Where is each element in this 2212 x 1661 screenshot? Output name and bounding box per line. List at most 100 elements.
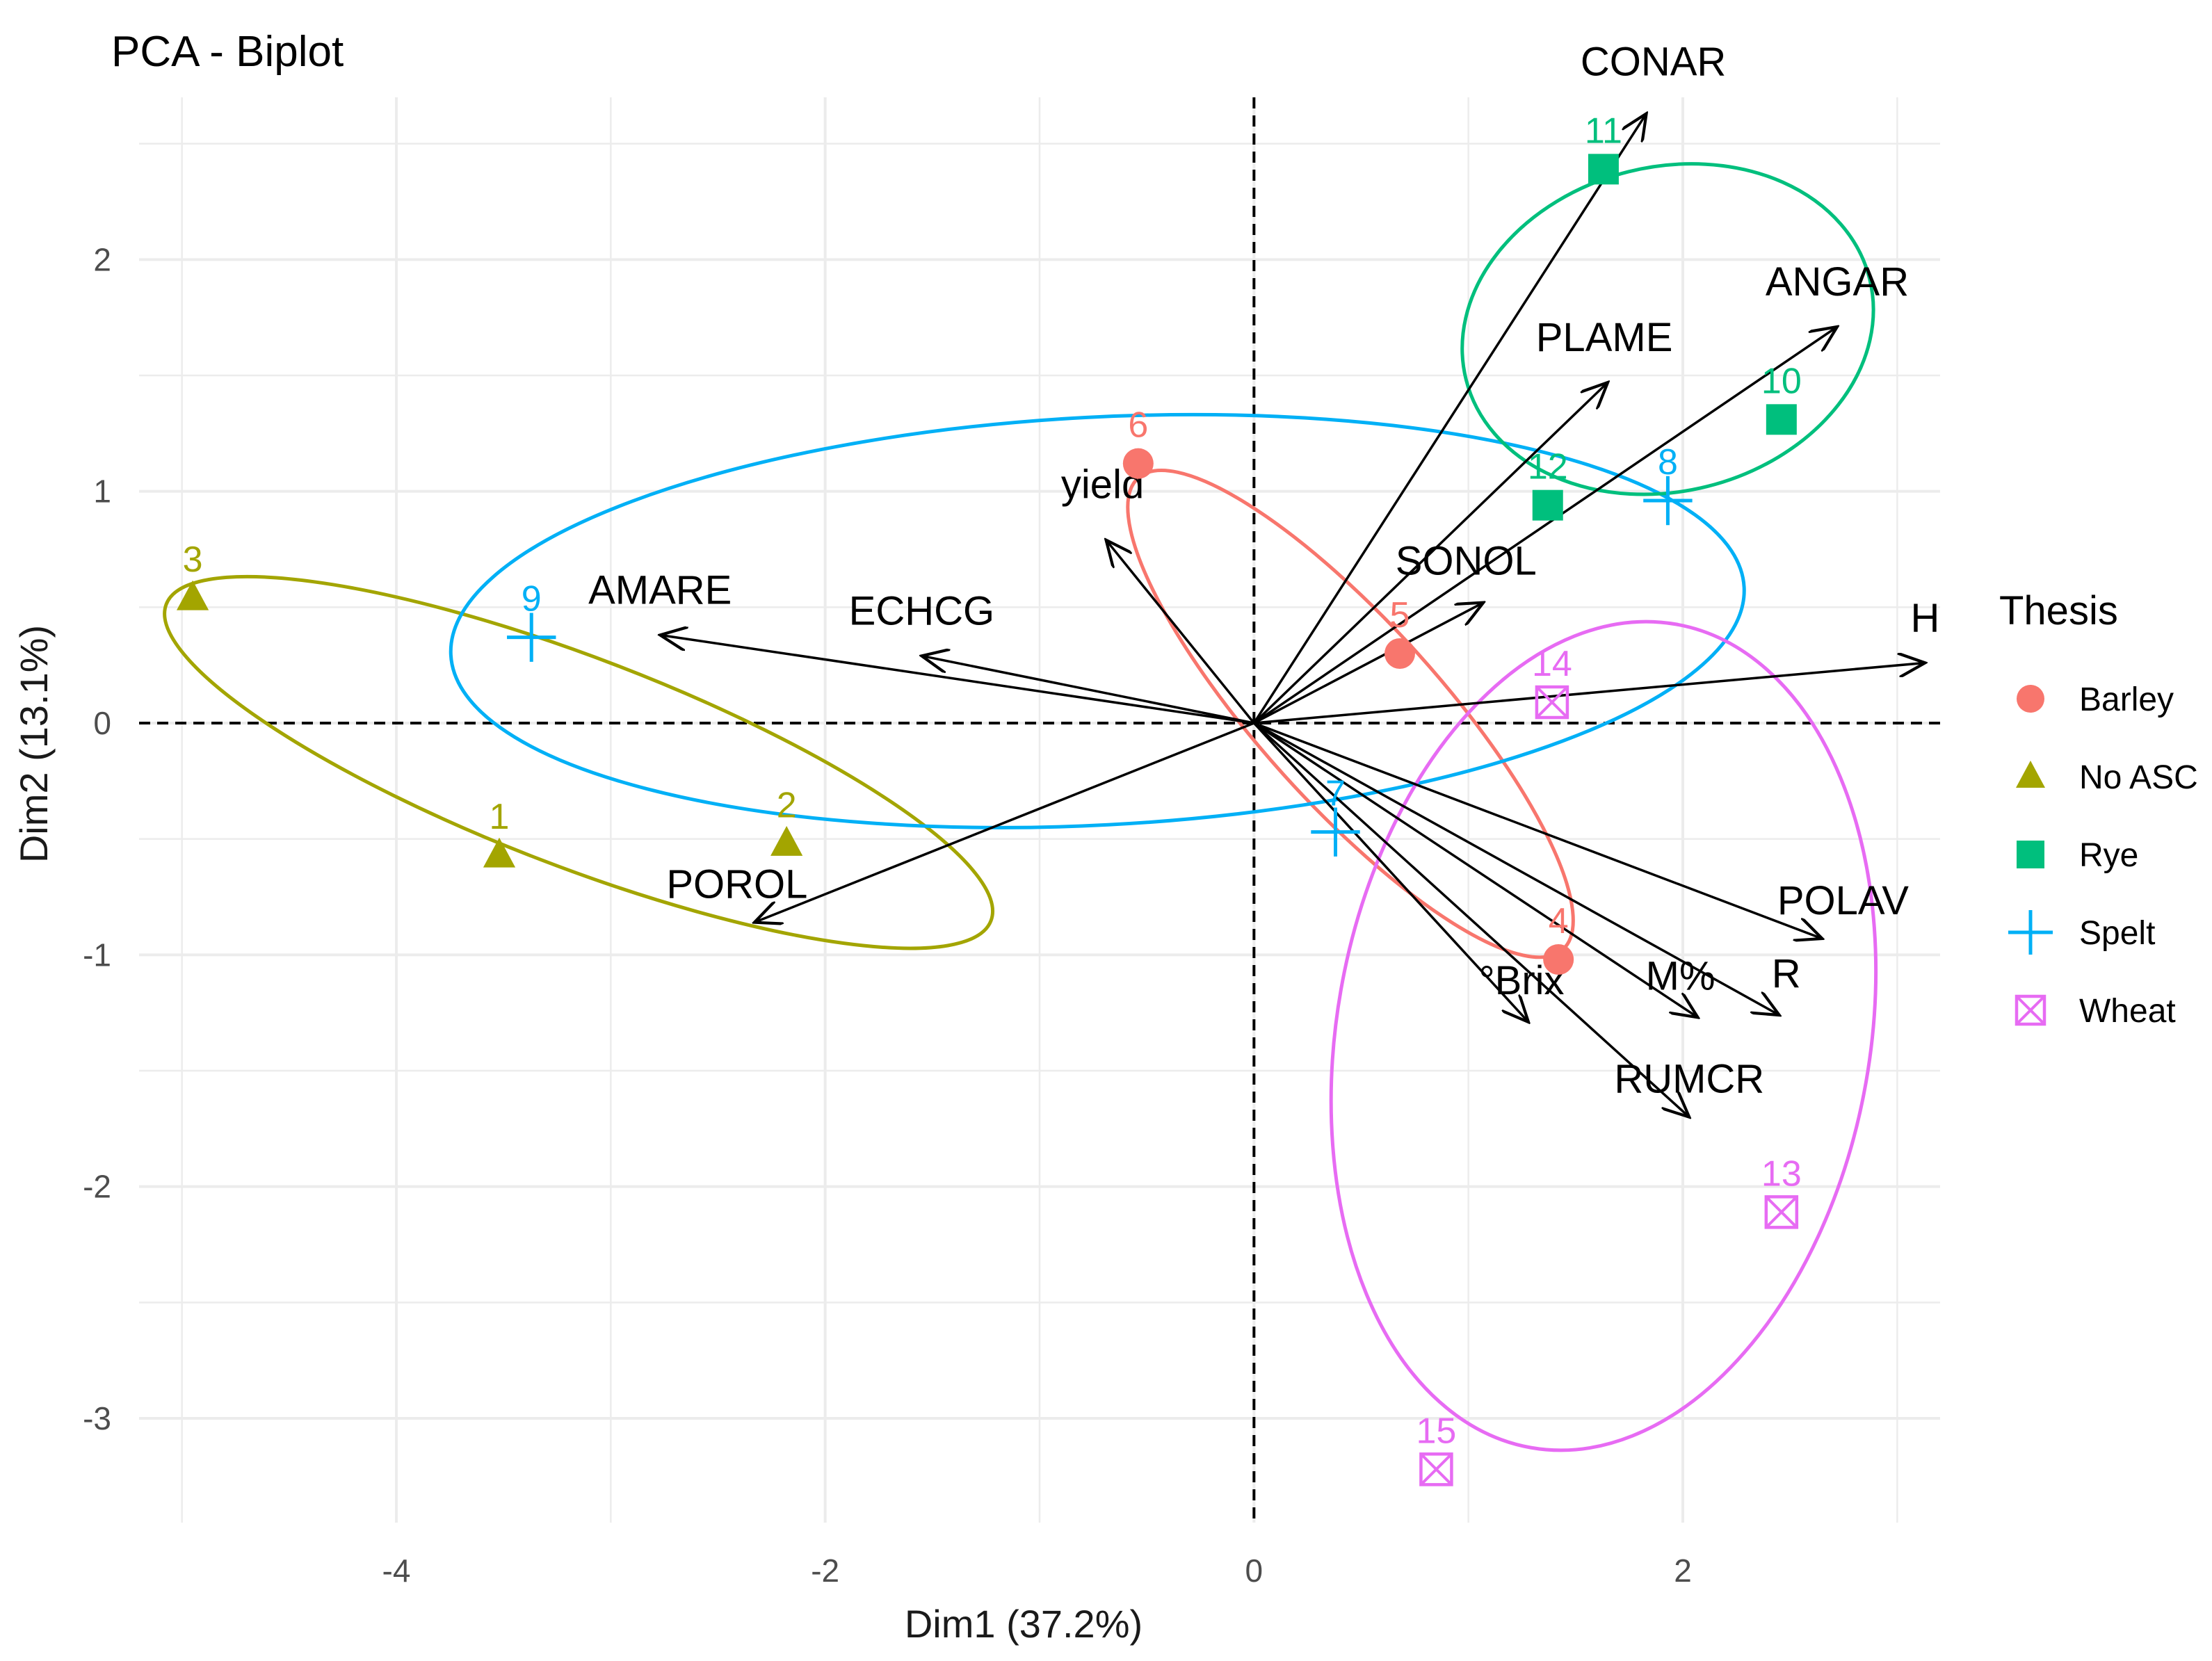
- arrow-r: [1253, 722, 1779, 1015]
- point-label-15: 15: [1416, 1411, 1456, 1451]
- point-3: [176, 580, 209, 610]
- legend-label-barley: Barley: [2079, 681, 2174, 718]
- legend-key-wheat: [2015, 994, 2046, 1026]
- ellipse-spelt: [449, 412, 1746, 829]
- point-label-14: 14: [1532, 644, 1572, 684]
- arrow-conar: [1252, 113, 1646, 724]
- legend-key-barley: [2017, 685, 2044, 713]
- point-1: [483, 837, 516, 868]
- variable-label-m: M%: [1646, 953, 1715, 998]
- variable-label-angar: ANGAR: [1766, 259, 1909, 305]
- ellipse-no-asc: [163, 574, 994, 950]
- point-4: [1543, 944, 1574, 975]
- group-ellipses: [163, 162, 1878, 1452]
- point-10: [1766, 404, 1797, 435]
- legend-label-wheat: Wheat: [2079, 993, 2176, 1030]
- chart-title: PCA - Biplot: [111, 28, 344, 76]
- arrow-sonol: [1253, 603, 1483, 724]
- point-15-box: [1419, 1452, 1453, 1486]
- point-13-d2: [1765, 1195, 1798, 1229]
- variable-label-echcg: ECHCG: [849, 588, 994, 633]
- point-label-8: 8: [1658, 442, 1678, 483]
- x-axis-title: Dim1 (37.2%): [905, 1602, 1143, 1646]
- point-5: [1384, 638, 1415, 669]
- variable-label-amare: AMARE: [588, 567, 732, 613]
- x-tick-label: 2: [1674, 1553, 1692, 1589]
- point-label-2: 2: [777, 785, 797, 825]
- y-tick-label: -3: [83, 1400, 111, 1436]
- legend-label-spelt: Spelt: [2079, 915, 2155, 952]
- point-13-box: [1764, 1195, 1799, 1229]
- ellipse-rye: [1460, 162, 1875, 496]
- y-tick-label: 2: [93, 241, 111, 277]
- y-tick-label: 1: [93, 473, 111, 510]
- variable-label-h: H: [1910, 595, 1939, 640]
- point-label-12: 12: [1528, 447, 1568, 487]
- variable-label-conar: CONAR: [1581, 39, 1726, 84]
- y-tick-label: -1: [83, 937, 111, 973]
- x-tick-label: 0: [1245, 1553, 1264, 1589]
- y-axis-title: Dim2 (13.1%): [12, 625, 56, 863]
- point-label-11: 11: [1585, 111, 1622, 151]
- arrow-m: [1253, 722, 1697, 1017]
- point-label-13: 13: [1761, 1153, 1802, 1194]
- legend-label-rye: Rye: [2079, 837, 2138, 874]
- point-6: [1122, 448, 1154, 479]
- point-7: [1311, 807, 1360, 857]
- legend-key-wheat-d2: [2015, 995, 2046, 1026]
- arrow-brix: [1253, 722, 1528, 1022]
- arrow-polav: [1253, 722, 1822, 939]
- point-14-d2: [1535, 686, 1569, 719]
- arrow-yield: [1106, 540, 1255, 724]
- arrow-plame: [1253, 382, 1608, 724]
- legend-label-no-asc: No ASC: [2079, 759, 2198, 796]
- x-tick-label: -4: [382, 1553, 411, 1589]
- point-label-5: 5: [1390, 595, 1410, 635]
- arrow-angar: [1253, 327, 1837, 724]
- grid-lines: [139, 97, 1940, 1523]
- ellipse-wheat: [1329, 619, 1878, 1452]
- reference-lines: [139, 97, 1940, 1523]
- x-tick-label: -2: [811, 1553, 839, 1589]
- point-label-3: 3: [183, 540, 203, 580]
- point-label-4: 4: [1549, 901, 1569, 941]
- y-tick-label: 0: [93, 705, 111, 741]
- variable-label-polav: POLAV: [1777, 878, 1909, 923]
- point-9: [507, 613, 556, 662]
- arrow-porol: [754, 722, 1254, 923]
- point-15-d2: [1420, 1452, 1453, 1486]
- point-label-1: 1: [490, 797, 510, 837]
- variable-label-r: R: [1772, 951, 1801, 996]
- arrow-rumcr: [1253, 722, 1689, 1117]
- variable-label-plame: PLAME: [1536, 315, 1673, 360]
- point-12: [1532, 489, 1563, 521]
- point-label-10: 10: [1761, 361, 1802, 401]
- variable-label-porol: POROL: [666, 862, 807, 907]
- point-label-9: 9: [522, 579, 542, 619]
- point-11: [1588, 154, 1619, 185]
- point-14-box: [1535, 685, 1569, 720]
- point-15: [1419, 1452, 1453, 1486]
- arrow-amare: [660, 635, 1254, 724]
- legend-key-wheat-box: [2015, 994, 2046, 1026]
- point-2: [770, 826, 803, 856]
- legend: Thesis Barley No ASC Rye Spelt Wheat: [1999, 588, 2198, 1030]
- y-tick-label: -2: [83, 1169, 111, 1205]
- point-14: [1535, 685, 1569, 720]
- point-label-6: 6: [1128, 405, 1148, 446]
- legend-key-rye: [2017, 841, 2044, 868]
- variable-label-rumcr: RUMCR: [1614, 1057, 1764, 1102]
- legend-key-spelt: [2008, 910, 2053, 955]
- arrow-echcg: [921, 656, 1254, 724]
- point-8: [1643, 476, 1693, 526]
- point-13: [1764, 1195, 1799, 1229]
- variable-label-sonol: SONOL: [1396, 539, 1537, 584]
- legend-key-no-asc: [2016, 761, 2045, 788]
- arrow-h: [1254, 663, 1925, 724]
- legend-title: Thesis: [1999, 588, 2118, 633]
- point-label-7: 7: [1325, 774, 1346, 814]
